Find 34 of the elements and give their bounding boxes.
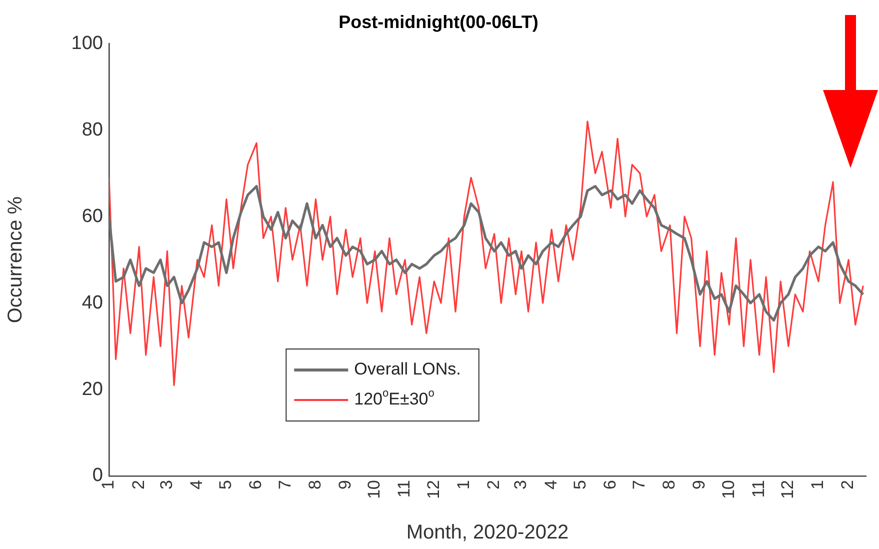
x-tick-label: 2 xyxy=(484,480,503,490)
y-tick-label: 20 xyxy=(82,378,103,400)
x-tick-label: 10 xyxy=(364,480,384,499)
x-tick-label: 3 xyxy=(511,480,530,490)
legend-label: Overall LONs. xyxy=(354,360,461,379)
y-tick-label: 80 xyxy=(82,119,103,140)
x-tick-label: 9 xyxy=(336,480,354,490)
x-tick-label: 4 xyxy=(541,480,560,490)
x-tick-label: 7 xyxy=(275,480,294,490)
x-tick-label: 10 xyxy=(718,480,738,499)
x-tick-label: 11 xyxy=(748,480,768,498)
y-tick-label: 100 xyxy=(71,32,103,54)
y-tick-label: 60 xyxy=(82,206,103,227)
chart-title: Post-midnight(00-06LT) xyxy=(338,12,538,32)
x-tick-label: 6 xyxy=(246,480,266,490)
x-tick-label: 12 xyxy=(424,480,443,499)
x-tick-label: 1 xyxy=(454,480,473,490)
y-axis-title: Occurrence % xyxy=(4,196,27,324)
y-tick-label: 40 xyxy=(82,292,103,314)
x-tick-label: 3 xyxy=(156,480,176,490)
x-tick-label: 8 xyxy=(305,480,324,490)
x-tick-label: 5 xyxy=(216,480,236,490)
x-tick-label: 2 xyxy=(838,480,858,490)
x-axis-title: Month, 2020-2022 xyxy=(406,522,569,544)
x-tick-label: 2 xyxy=(128,480,148,490)
x-tick-label: 6 xyxy=(600,480,620,490)
x-tick-label: 12 xyxy=(778,480,798,499)
x-tick-label: 5 xyxy=(570,480,590,490)
x-tick-label: 8 xyxy=(660,480,679,490)
x-tick-label: 9 xyxy=(690,480,709,490)
x-tick-label: 7 xyxy=(630,480,649,490)
x-tick-label: 11 xyxy=(394,480,414,498)
x-tick-label: 1 xyxy=(808,480,828,490)
x-tick-label: 4 xyxy=(187,480,206,490)
